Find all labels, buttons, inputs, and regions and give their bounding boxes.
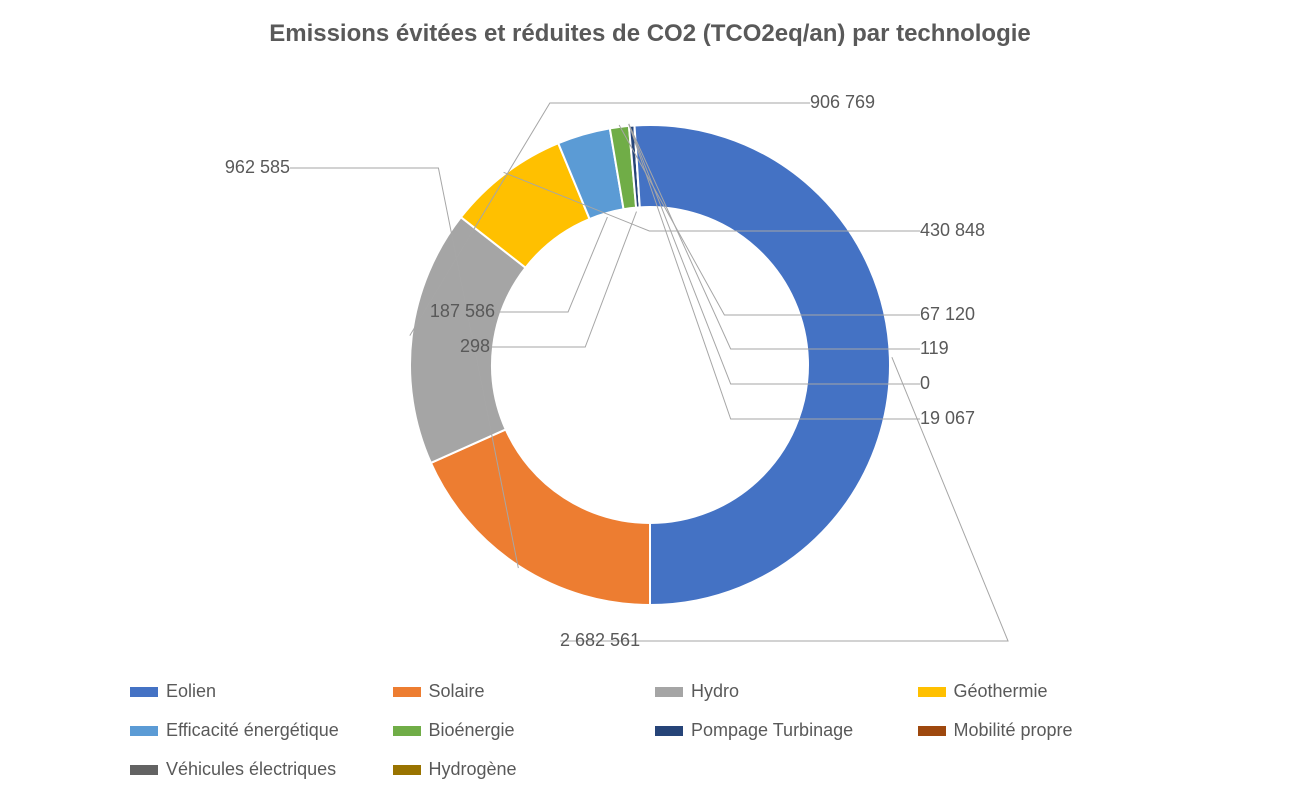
slice-eolien: [634, 125, 890, 605]
slice-solaire: [431, 429, 650, 605]
legend-item-pompage-turbinage: Pompage Turbinage: [655, 720, 908, 741]
legend-swatch: [130, 687, 158, 697]
chart-container: Emissions évitées et réduites de CO2 (TC…: [0, 0, 1300, 810]
legend-item-bio-nergie: Bioénergie: [393, 720, 646, 741]
legend-item-hydrog-ne: Hydrogène: [393, 759, 646, 780]
data-label-hydro: 906 769: [810, 92, 875, 113]
data-label-mobilite: 298: [460, 336, 490, 357]
legend-swatch: [130, 726, 158, 736]
data-label-eff: 187 586: [430, 301, 495, 322]
data-label-eolien: 2 682 561: [560, 630, 640, 651]
legend-label: Véhicules électriques: [166, 759, 336, 780]
legend-swatch: [393, 687, 421, 697]
donut-chart: [410, 125, 890, 605]
legend-swatch: [655, 726, 683, 736]
legend-swatch: [655, 687, 683, 697]
data-label-geo: 430 848: [920, 220, 985, 241]
legend-swatch: [393, 765, 421, 775]
legend-swatch: [393, 726, 421, 736]
legend-label: Mobilité propre: [954, 720, 1073, 741]
data-label-bio: 67 120: [920, 304, 975, 325]
legend-label: Géothermie: [954, 681, 1048, 702]
data-label-pompage: 19 067: [920, 408, 975, 429]
legend-label: Eolien: [166, 681, 216, 702]
legend-item-eolien: Eolien: [130, 681, 383, 702]
legend-label: Bioénergie: [429, 720, 515, 741]
legend-label: Hydrogène: [429, 759, 517, 780]
data-label-hydrog: 0: [920, 373, 930, 394]
legend-swatch: [918, 687, 946, 697]
legend-label: Hydro: [691, 681, 739, 702]
legend-swatch: [918, 726, 946, 736]
data-label-vehic: 119: [920, 338, 949, 359]
legend-item-hydro: Hydro: [655, 681, 908, 702]
legend-item-efficacit-nerg-tique: Efficacité énergétique: [130, 720, 383, 741]
legend-swatch: [130, 765, 158, 775]
legend-label: Solaire: [429, 681, 485, 702]
legend-label: Efficacité énergétique: [166, 720, 339, 741]
legend: Eolien Solaire Hydro Géothermie Efficacité é…: [130, 681, 1170, 780]
legend-item-mobilit-propre: Mobilité propre: [918, 720, 1171, 741]
legend-item-v-hicules-lectriques: Véhicules électriques: [130, 759, 383, 780]
data-label-solaire: 962 585: [225, 157, 290, 178]
legend-item-g-othermie: Géothermie: [918, 681, 1171, 702]
legend-label: Pompage Turbinage: [691, 720, 853, 741]
chart-title: Emissions évitées et réduites de CO2 (TC…: [0, 0, 1300, 48]
legend-item-solaire: Solaire: [393, 681, 646, 702]
